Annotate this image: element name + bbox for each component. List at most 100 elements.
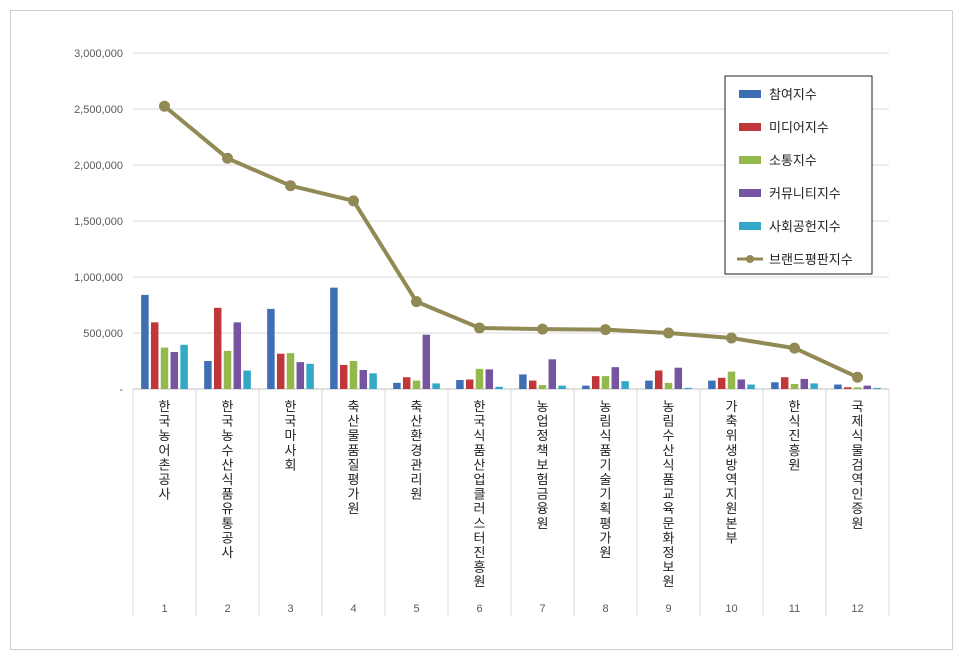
legend-swatch [739, 222, 761, 230]
line-point [600, 324, 611, 336]
bar-미디어지수 [276, 353, 285, 389]
bar-참여지수 [582, 385, 590, 389]
legend-label: 커뮤니티지수 [769, 187, 841, 202]
bar-사회공헌지수 [558, 385, 566, 389]
bar-커뮤니티지수 [422, 334, 431, 389]
line-point [411, 296, 422, 308]
category-number: 9 [665, 603, 671, 615]
bar-미디어지수 [843, 387, 852, 389]
bar-참여지수 [330, 287, 338, 389]
bar-커뮤니티지수 [611, 367, 620, 389]
category-number: 10 [725, 603, 737, 615]
bar-사회공헌지수 [180, 344, 188, 389]
legend-swatch [739, 90, 761, 98]
category-number: 11 [789, 603, 800, 615]
bar-커뮤니티지수 [548, 359, 557, 389]
category-number: 3 [287, 603, 293, 615]
y-tick-label: - [119, 384, 123, 396]
bar-사회공헌지수 [369, 373, 377, 389]
bar-사회공헌지수 [747, 384, 755, 389]
bar-미디어지수 [717, 377, 726, 389]
line-point [285, 180, 296, 192]
bar-사회공헌지수 [810, 383, 818, 389]
line-point [663, 327, 674, 339]
bar-참여지수 [204, 361, 212, 389]
y-tick-label: 3,000,000 [74, 48, 123, 60]
bar-소통지수 [790, 383, 799, 389]
legend-swatch [739, 189, 761, 197]
bar-참여지수 [645, 380, 653, 389]
y-tick-label: 500,000 [83, 328, 123, 340]
bar-사회공헌지수 [684, 387, 692, 389]
line-point [159, 100, 170, 112]
bar-미디어지수 [780, 377, 789, 389]
bar-사회공헌지수 [306, 363, 314, 389]
category-number: 2 [224, 603, 230, 615]
bar-미디어지수 [213, 307, 222, 389]
chart-svg: - 500,000 1,000,000 1,500,000 2,000,000 2,500… [74, 48, 890, 616]
bar-커뮤니티지수 [296, 362, 305, 389]
legend-swatch [739, 156, 761, 164]
bar-미디어지수 [402, 377, 411, 389]
bar-참여지수 [393, 382, 401, 389]
legend-box [724, 75, 873, 275]
bar-참여지수 [456, 380, 464, 389]
y-tick-label: 2,500,000 [74, 104, 123, 116]
bar-커뮤니티지수 [863, 385, 872, 389]
bar-참여지수 [771, 382, 779, 389]
line-point [789, 342, 800, 354]
bar-커뮤니티지수 [800, 378, 809, 389]
line-point [348, 195, 359, 207]
category-number: 1 [161, 603, 167, 615]
bar-소통지수 [223, 350, 232, 389]
bar-소통지수 [160, 347, 169, 389]
bar-커뮤니티지수 [170, 352, 179, 389]
y-tick-label: 1,500,000 [74, 216, 123, 228]
category-number: 6 [476, 603, 482, 615]
bar-사회공헌지수 [495, 386, 503, 389]
chart-frame: - 500,000 1,000,000 1,500,000 2,000,000 2,500… [10, 10, 953, 650]
legend-label: 참여지수 [769, 88, 817, 103]
bar-미디어지수 [528, 380, 537, 389]
line-브랜드평판지수 [163, 104, 859, 380]
bar-소통지수 [538, 385, 547, 389]
legend-swatch-marker [746, 255, 754, 263]
bar-미디어지수 [591, 376, 600, 389]
bar-소통지수 [727, 371, 736, 389]
line-point [726, 332, 737, 344]
bar-소통지수 [601, 376, 610, 389]
legend-label: 소통지수 [769, 154, 817, 169]
legend-swatch [739, 123, 761, 131]
legend-label: 사회공헌지수 [769, 220, 841, 235]
bar-소통지수 [349, 361, 358, 389]
bar-커뮤니티지수 [485, 369, 494, 389]
legend-label: 브랜드평판지수 [769, 253, 853, 268]
bar-미디어지수 [339, 364, 348, 389]
bar-사회공헌지수 [432, 383, 440, 389]
bar-사회공헌지수 [243, 370, 251, 389]
y-tick-label: 2,000,000 [74, 160, 123, 172]
bar-소통지수 [475, 368, 484, 389]
category-number: 4 [350, 603, 356, 615]
bar-소통지수 [286, 353, 295, 389]
bar-소통지수 [853, 387, 862, 389]
category-number: 8 [602, 603, 608, 615]
bar-커뮤니티지수 [233, 322, 242, 389]
bar-참여지수 [708, 380, 716, 389]
bar-사회공헌지수 [621, 381, 629, 389]
bar-커뮤니티지수 [359, 369, 368, 389]
bar-참여지수 [834, 384, 842, 389]
bar-사회공헌지수 [873, 387, 881, 389]
bar-참여지수 [267, 308, 275, 389]
legend-label: 미디어지수 [769, 121, 829, 136]
